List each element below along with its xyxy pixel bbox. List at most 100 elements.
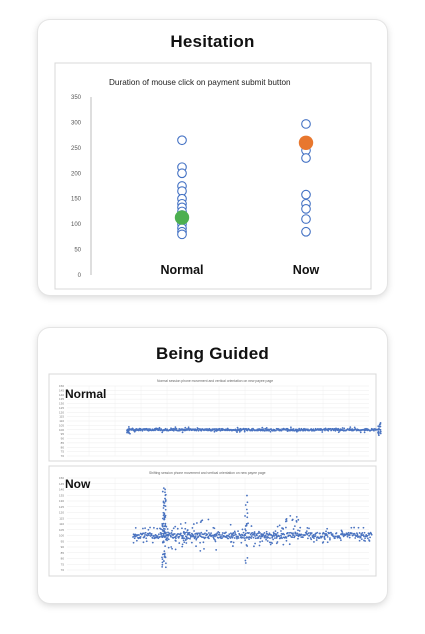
data-point bbox=[276, 541, 279, 543]
y-tick-label: 0 bbox=[78, 273, 82, 279]
data-point bbox=[199, 541, 202, 544]
data-point bbox=[161, 528, 164, 531]
data-point bbox=[245, 523, 248, 526]
data-point bbox=[163, 530, 166, 533]
data-point bbox=[261, 535, 264, 538]
data-point bbox=[301, 204, 311, 214]
data-point bbox=[286, 430, 289, 433]
data-point bbox=[162, 514, 165, 517]
data-point bbox=[379, 423, 382, 425]
data-point bbox=[324, 429, 326, 432]
data-point bbox=[268, 541, 271, 544]
data-point bbox=[347, 531, 350, 534]
data-point bbox=[162, 560, 165, 563]
data-point bbox=[248, 532, 250, 534]
data-point bbox=[216, 532, 219, 534]
y-tick-label: 145 bbox=[59, 388, 64, 392]
data-point bbox=[244, 532, 247, 535]
data-point bbox=[298, 530, 301, 532]
chart-title: Shifting session phone movement and vert… bbox=[149, 471, 266, 475]
data-point bbox=[190, 535, 193, 538]
data-point bbox=[184, 426, 187, 429]
data-point bbox=[361, 532, 364, 534]
data-point bbox=[225, 531, 227, 534]
data-point bbox=[246, 516, 249, 519]
data-point bbox=[368, 532, 371, 535]
data-point bbox=[358, 539, 361, 542]
data-point bbox=[264, 534, 267, 537]
data-point bbox=[219, 533, 221, 536]
data-point bbox=[239, 427, 242, 430]
data-point bbox=[276, 525, 279, 528]
data-point bbox=[215, 549, 218, 551]
y-tick-label: 95 bbox=[61, 432, 65, 436]
data-point bbox=[164, 566, 167, 569]
data-point bbox=[342, 535, 345, 538]
data-point bbox=[343, 427, 346, 430]
data-point bbox=[307, 537, 309, 540]
data-point bbox=[351, 428, 354, 431]
data-point bbox=[242, 536, 244, 539]
data-point bbox=[166, 537, 169, 539]
data-point bbox=[164, 528, 166, 530]
y-tick-label: 90 bbox=[61, 437, 65, 441]
data-point bbox=[133, 537, 136, 540]
data-point bbox=[238, 430, 241, 433]
data-point bbox=[170, 531, 173, 534]
data-point bbox=[258, 544, 261, 547]
panel-label-normal: Normal bbox=[65, 387, 106, 401]
data-point bbox=[330, 531, 332, 534]
data-point bbox=[165, 538, 168, 541]
y-tick-label: 100 bbox=[71, 222, 82, 228]
data-point bbox=[195, 532, 198, 535]
data-point bbox=[350, 526, 353, 529]
data-point bbox=[134, 526, 137, 529]
y-tick-label: 135 bbox=[59, 397, 64, 401]
data-point bbox=[258, 535, 261, 537]
data-point bbox=[362, 526, 365, 529]
data-point bbox=[295, 515, 298, 518]
data-point bbox=[186, 537, 188, 540]
data-point bbox=[127, 431, 130, 434]
data-point bbox=[231, 533, 234, 536]
data-point bbox=[275, 429, 277, 432]
data-point bbox=[199, 549, 202, 552]
data-point bbox=[233, 534, 236, 537]
data-point bbox=[193, 530, 195, 532]
data-point bbox=[292, 528, 295, 530]
category-label: Normal bbox=[160, 263, 203, 277]
data-point bbox=[245, 508, 248, 511]
data-point bbox=[329, 538, 331, 541]
data-point bbox=[229, 537, 232, 539]
data-point bbox=[246, 501, 249, 504]
data-point bbox=[164, 427, 167, 430]
data-point bbox=[353, 526, 355, 529]
data-point bbox=[138, 534, 140, 536]
y-tick-label: 140 bbox=[59, 488, 64, 492]
data-point bbox=[197, 429, 200, 432]
category-label: Now bbox=[293, 263, 320, 277]
data-point bbox=[164, 508, 167, 511]
data-point bbox=[208, 532, 210, 534]
data-point bbox=[215, 534, 218, 537]
data-point bbox=[147, 528, 150, 531]
data-point bbox=[164, 524, 167, 527]
data-point bbox=[355, 532, 358, 535]
data-point bbox=[164, 488, 167, 491]
data-point bbox=[296, 532, 299, 535]
data-point bbox=[234, 533, 237, 536]
data-point bbox=[321, 431, 324, 433]
data-point bbox=[293, 535, 296, 538]
data-point bbox=[301, 153, 311, 163]
data-point bbox=[221, 537, 224, 539]
data-point bbox=[177, 135, 187, 146]
data-point bbox=[291, 534, 294, 536]
data-point bbox=[304, 534, 307, 536]
data-point bbox=[377, 431, 380, 434]
data-point bbox=[278, 535, 281, 538]
data-point bbox=[364, 537, 366, 540]
y-tick-label: 75 bbox=[61, 562, 65, 566]
data-point bbox=[162, 532, 165, 535]
data-point bbox=[266, 540, 269, 542]
data-point bbox=[346, 535, 349, 538]
